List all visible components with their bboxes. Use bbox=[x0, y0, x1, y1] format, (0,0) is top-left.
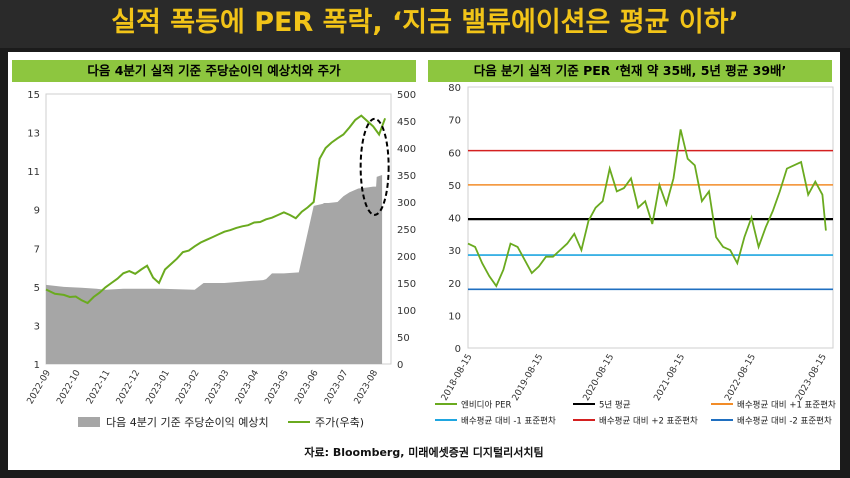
right-y-tick: 350 bbox=[397, 171, 416, 182]
left-y-tick: 15 bbox=[27, 90, 40, 101]
x-tick: 2022-12 bbox=[115, 369, 142, 407]
x-tick: 2023-06 bbox=[293, 368, 321, 406]
x-tick: 2023-05 bbox=[264, 369, 291, 407]
y-tick: 70 bbox=[448, 116, 461, 127]
right-y-tick: 50 bbox=[397, 333, 410, 344]
x-tick: 2023-01 bbox=[145, 369, 172, 407]
left-y-tick: 1 bbox=[34, 360, 40, 371]
left-chart-title: 다음 4분기 실적 기준 주당순이익 예상치와 주가 bbox=[12, 60, 416, 82]
eps-price-chart: 1357911131505010015020025030035040045050… bbox=[26, 90, 416, 429]
chart-panel: 다음 4분기 실적 기준 주당순이익 예상치와 주가 다음 분기 실적 기준 P… bbox=[8, 52, 840, 470]
x-tick: 2020-08-15 bbox=[582, 353, 617, 403]
legend-label-2: 5년 평균 bbox=[599, 400, 631, 411]
x-tick: 2023-07 bbox=[323, 369, 350, 407]
right-y-tick: 200 bbox=[397, 252, 416, 263]
per-line bbox=[467, 129, 827, 288]
x-tick: 2018-08-15 bbox=[440, 353, 475, 403]
right-y-tick: 450 bbox=[397, 117, 416, 128]
x-tick: 2023-03 bbox=[204, 369, 231, 407]
per-chart: 0 10 20 30 40 50 60 70 80 2018-08-15 2019-08-15 202… bbox=[435, 83, 836, 427]
legend-label-3: 배수평균 대비 +1 표준편차 bbox=[737, 400, 836, 411]
legend-eps-label: 다음 4분기 기준 주당순이익 예상치 bbox=[106, 416, 269, 429]
x-tick: 2022-08-15 bbox=[723, 353, 758, 403]
x-tick: 2023-02 bbox=[174, 369, 201, 407]
right-chart-title: 다음 분기 실적 기준 PER ‘현재 약 35배, 5년 평균 39배’ bbox=[428, 60, 832, 82]
right-y-tick: 0 bbox=[397, 360, 403, 371]
x-tick: 2023-08-15 bbox=[794, 353, 829, 403]
left-y-tick: 7 bbox=[34, 244, 40, 255]
y-tick: 50 bbox=[448, 181, 461, 192]
y-tick: 80 bbox=[448, 83, 461, 94]
x-tick: 2022-11 bbox=[85, 369, 112, 407]
y-tick: 60 bbox=[448, 148, 461, 159]
legend-label-4: 배수평균 대비 -1 표준편차 bbox=[461, 416, 556, 427]
y-tick: 20 bbox=[448, 279, 461, 290]
y-tick: 40 bbox=[448, 214, 461, 225]
x-tick: 2021-08-15 bbox=[652, 353, 687, 403]
right-y-tick: 400 bbox=[397, 144, 416, 155]
left-y-tick: 13 bbox=[27, 129, 40, 140]
right-y-tick: 150 bbox=[397, 279, 416, 290]
annotation-oval bbox=[359, 117, 390, 216]
headline: 실적 폭등에 PER 폭락, ‘지금 밸류에이션은 평균 이하’ bbox=[0, 0, 850, 48]
x-tick: 2022-10 bbox=[55, 368, 83, 406]
legend-label-1: 엔비디아 PER bbox=[461, 400, 511, 411]
left-y-tick: 9 bbox=[34, 206, 40, 217]
x-tick: 2019-08-15 bbox=[511, 353, 546, 403]
legend-price-label: 주가(우축) bbox=[315, 416, 364, 429]
x-tick: 2023-08 bbox=[353, 368, 381, 406]
x-tick: 2022-09 bbox=[26, 368, 54, 406]
right-y-tick: 100 bbox=[397, 306, 416, 317]
x-tick: 2023-04 bbox=[234, 368, 262, 406]
source-note: 자료: Bloomberg, 미래에셋증권 디지털리서치팀 bbox=[304, 446, 544, 459]
legend-eps-swatch bbox=[78, 417, 100, 427]
right-y-tick: 500 bbox=[397, 90, 416, 101]
y-tick: 10 bbox=[448, 311, 461, 322]
left-y-tick: 5 bbox=[34, 283, 40, 294]
eps-area bbox=[46, 175, 383, 364]
right-y-tick: 250 bbox=[397, 225, 416, 236]
legend-label-5: 배수평균 대비 +2 표준편차 bbox=[599, 416, 698, 427]
left-y-tick: 3 bbox=[34, 321, 40, 332]
price-line bbox=[45, 114, 387, 305]
y-tick: 0 bbox=[455, 344, 461, 355]
y-tick: 30 bbox=[448, 246, 461, 257]
left-y-tick: 11 bbox=[27, 167, 40, 178]
right-y-tick: 300 bbox=[397, 198, 416, 209]
legend-label-6: 배수평균 대비 -2 표준편차 bbox=[737, 416, 832, 427]
